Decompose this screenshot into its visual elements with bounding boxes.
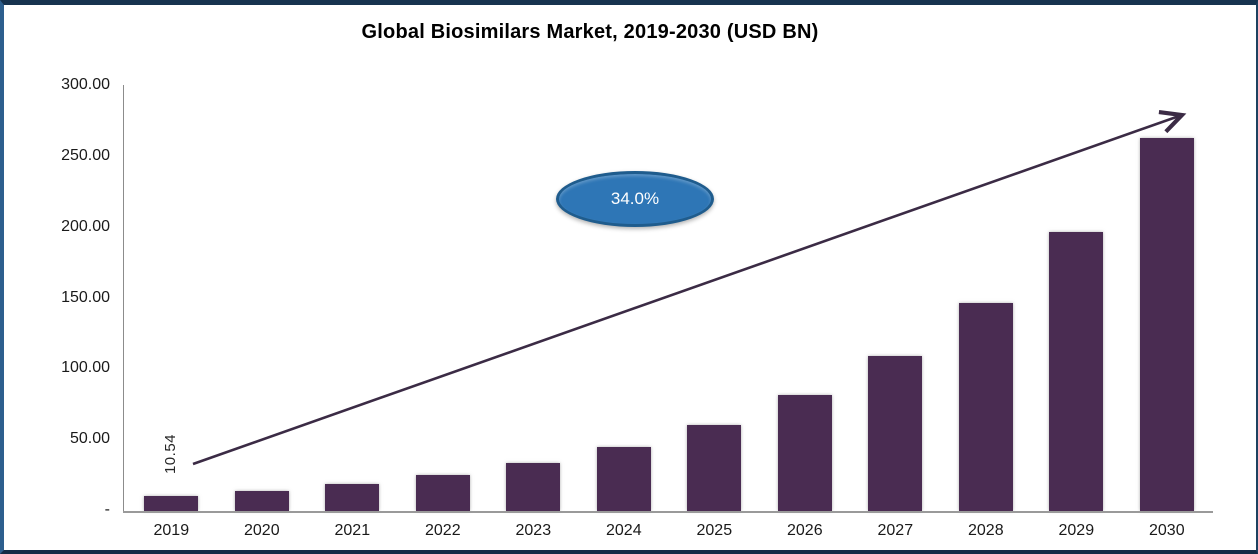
y-tick-50.00: 50.00 bbox=[69, 430, 110, 448]
x-label-2019: 2019 bbox=[153, 522, 190, 539]
bar-2022 bbox=[415, 475, 470, 511]
bar-2029 bbox=[1049, 232, 1104, 511]
x-label-2028: 2028 bbox=[968, 522, 1004, 539]
bar-label-2019: 10.54 bbox=[162, 433, 179, 475]
y-tick-100.00: 100.00 bbox=[61, 359, 110, 377]
bar-2023 bbox=[506, 462, 561, 511]
x-label-2027: 2027 bbox=[877, 522, 914, 539]
x-label-2025: 2025 bbox=[696, 522, 733, 539]
x-label-2022: 2022 bbox=[425, 522, 461, 539]
x-label-2021: 2021 bbox=[334, 522, 371, 539]
bar-2026 bbox=[777, 395, 832, 511]
y-axis-line bbox=[123, 85, 124, 512]
bar-2025 bbox=[687, 424, 742, 511]
chart-title: Global Biosimilars Market, 2019-2030 (US… bbox=[361, 21, 819, 43]
bar-2019 bbox=[144, 496, 199, 511]
y-tick-300.00: 300.00 bbox=[61, 76, 110, 93]
y-tick-200.00: 200.00 bbox=[61, 217, 110, 235]
bar-2024 bbox=[596, 446, 651, 511]
x-label-2026: 2026 bbox=[787, 522, 823, 539]
cagr-label: 34.0% bbox=[610, 189, 660, 208]
x-label-2024: 2024 bbox=[606, 522, 642, 539]
x-axis-line bbox=[123, 511, 1213, 513]
y-tick-150.00: 150.00 bbox=[61, 288, 110, 306]
y-tick-250.00: 250.00 bbox=[61, 146, 110, 164]
cagr-ellipse: 34.0% bbox=[556, 171, 714, 227]
x-label-2020: 2020 bbox=[244, 522, 280, 539]
bar-2028 bbox=[958, 303, 1013, 511]
bar-2021 bbox=[325, 484, 380, 511]
x-label-2029: 2029 bbox=[1058, 522, 1095, 539]
chart-area: Global Biosimilars Market, 2019-2030 (US… bbox=[4, 5, 1256, 550]
bar-2020 bbox=[234, 491, 289, 511]
x-label-2030: 2030 bbox=[1149, 522, 1185, 539]
bar-2027 bbox=[868, 355, 923, 511]
bar-2030 bbox=[1139, 137, 1194, 511]
y-tick--: - bbox=[104, 501, 110, 518]
x-label-2023: 2023 bbox=[515, 522, 552, 539]
